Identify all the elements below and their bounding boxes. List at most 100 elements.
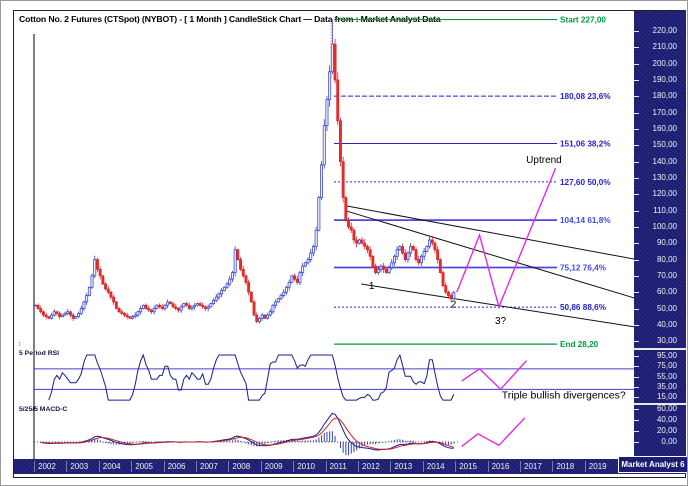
fib-level-label: 127,60 50,0% [560, 178, 611, 187]
year-label: 2014 [426, 462, 445, 471]
axis-tick [634, 420, 639, 421]
axis-tick-label: 180,00 [652, 91, 677, 101]
axis-tick-label: 50,00 [656, 303, 677, 313]
year-tick [358, 461, 359, 472]
year-tick [422, 461, 424, 472]
axis-tick-label: 30,00 [656, 336, 677, 346]
axis-tick-label: 0,00 [661, 437, 677, 446]
year-tick [325, 461, 327, 472]
axis-tick-label: 190,00 [652, 74, 677, 84]
year-label: 2005 [135, 462, 153, 471]
axis-tick-label: 100,00 [652, 221, 677, 231]
axis-tick-label: 70,00 [656, 270, 677, 280]
sidebar-separator [634, 348, 686, 350]
year-tick [163, 461, 165, 472]
axis-tick [634, 366, 639, 368]
year-label: 2018 [556, 462, 575, 471]
axis-tick [634, 194, 639, 196]
annotation-text: 2 [451, 300, 457, 311]
axis-tick-label: 130,00 [652, 172, 677, 182]
rsi-projection [461, 360, 528, 391]
axis-tick [634, 210, 639, 212]
fib-level-label: Start 227,00 [560, 16, 606, 25]
year-label: 2003 [70, 462, 89, 471]
year-label: 2010 [297, 462, 315, 471]
year-tick [520, 461, 521, 472]
axis-tick [634, 177, 639, 179]
axis-tick [634, 161, 639, 163]
chart-title: Cotton No. 2 Futures (CTSpot) (NYBOT) - … [19, 14, 441, 24]
axis-tick-label: 40,00 [656, 415, 677, 424]
year-label: 2006 [167, 462, 186, 471]
axis-tick-label: 15,00 [656, 392, 677, 401]
axis-tick-label: 35,00 [656, 381, 677, 391]
time-axis-strip: 2002 2003 2004 2005 2006 2007 2008 2009 2010 2011… [14, 459, 686, 474]
axis-tick [634, 397, 639, 398]
axis-tick-label: 110,00 [653, 205, 677, 215]
axis-tick [634, 292, 639, 294]
axis-tick-label: 200,00 [652, 58, 677, 68]
axis-tick [634, 308, 639, 310]
projection-lines [456, 167, 557, 447]
axis-tick-label: 80,00 [656, 254, 677, 264]
annotations: Uptrend 1 2 3? Triple bullish divergences? [369, 155, 626, 401]
fib-level-label: 104,14 61,8% [560, 216, 611, 225]
axis-tick [634, 324, 639, 326]
year-label: 2009 [264, 462, 283, 471]
rsi-threshold-lines [34, 368, 634, 390]
year-label: 2008 [232, 462, 251, 471]
axis-tick-label: 160,00 [652, 123, 677, 133]
annotation-text: 3? [495, 316, 507, 327]
year-label: 2016 [491, 462, 510, 471]
year-label: 2004 [102, 462, 121, 471]
year-tick [228, 461, 230, 472]
sidebar-separator [634, 403, 686, 405]
year-tick [196, 461, 197, 472]
year-tick [131, 461, 133, 472]
annotation-text: Uptrend [526, 155, 562, 166]
axis-tick [634, 96, 639, 98]
year-tick [293, 461, 295, 472]
year-label: 2017 [524, 462, 542, 471]
year-tick [98, 461, 100, 472]
year-tick [487, 461, 489, 472]
annotation-text: Triple bullish divergences? [502, 390, 626, 402]
rsi-line [48, 353, 455, 401]
year-tick [34, 461, 35, 472]
axis-tick-label: 95,00 [656, 351, 677, 360]
fib-level-label: 75,12 76,4% [560, 264, 607, 273]
fib-level-label: End 28,20 [560, 340, 599, 349]
axis-tick [634, 259, 639, 261]
rsi-panel-label: 5 Period RSI [19, 350, 60, 357]
year-tick [390, 461, 392, 472]
axis-tick-label: 75,00 [656, 361, 677, 371]
axis-tick-label: 140,00 [652, 156, 677, 166]
axis-tick [634, 341, 639, 343]
macd-line [40, 412, 454, 451]
axis-tick [634, 431, 639, 432]
axis-tick-label: 220,00 [652, 26, 677, 35]
axis-tick-label: 210,00 [652, 42, 677, 52]
axis-tick-label: 40,00 [656, 319, 677, 329]
year-tick [66, 461, 68, 472]
axis-tick [634, 63, 639, 65]
axis-price-marker: ↕ [18, 341, 22, 348]
year-tick [260, 461, 262, 472]
axis-tick-label: 120,00 [652, 189, 677, 199]
year-label: 2011 [329, 462, 347, 471]
axis-tick-label: 170,00 [652, 107, 677, 117]
fibonacci-levels: Start 227,00 180,08 23,6% 151,06 38,2% 127,… [334, 16, 611, 349]
axis-tick [634, 145, 639, 147]
axis-tick [634, 79, 639, 81]
axis-tick [634, 112, 639, 114]
year-label: 2012 [362, 462, 380, 471]
branding-label: Market Analyst 6 [621, 460, 685, 469]
macd-panel-label: 5/25/5 MACD-C [19, 406, 68, 413]
year-label: 2015 [459, 462, 477, 471]
axis-tick [634, 442, 639, 443]
axis-tick [634, 128, 639, 130]
axis-tick [634, 409, 639, 410]
axis-tick [634, 356, 639, 357]
